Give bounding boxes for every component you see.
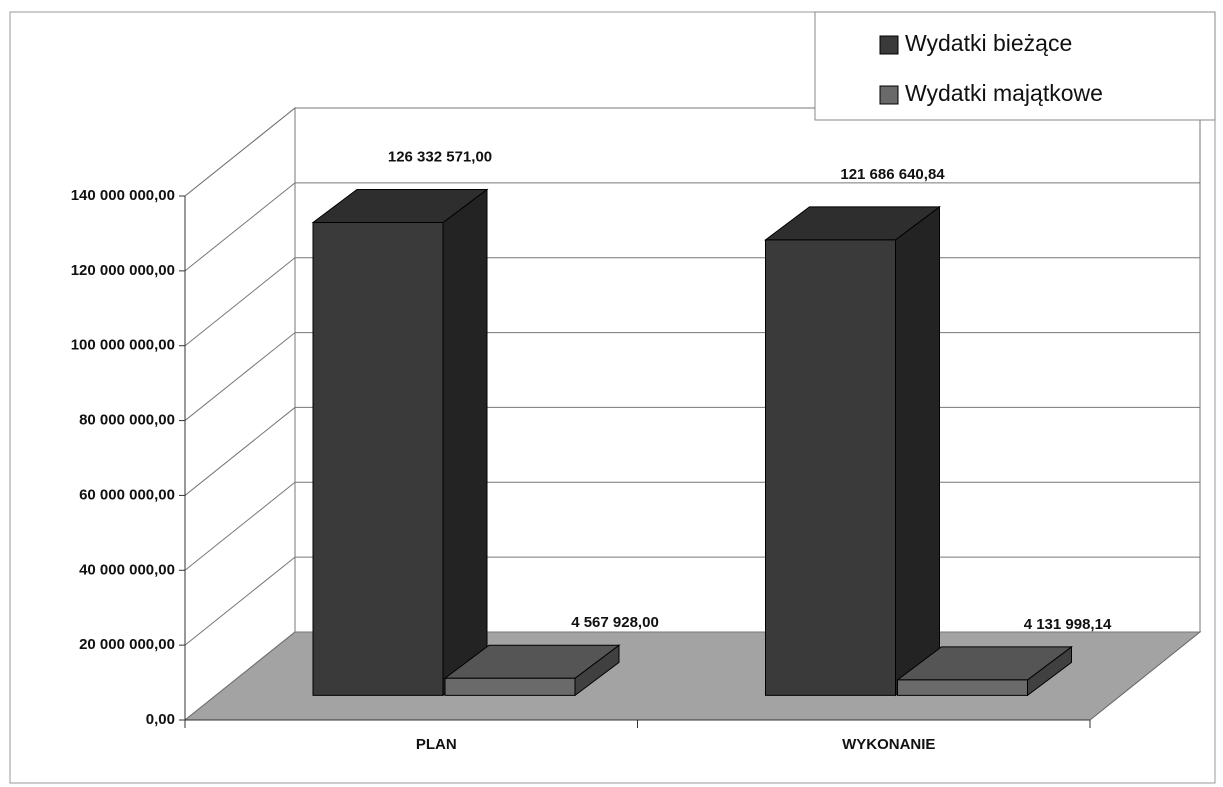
bar-side [895, 205, 940, 697]
bar [311, 188, 489, 697]
legend-swatch [879, 35, 899, 55]
y-tick-label: 120 000 000,00 [71, 262, 175, 279]
grid-line [184, 182, 1200, 272]
value-label: 126 332 571,00 [388, 148, 492, 165]
value-label: 121 686 640,84 [840, 166, 945, 183]
side-wall [184, 106, 296, 722]
bar-front [312, 222, 444, 696]
y-tick-label: 140 000 000,00 [71, 187, 175, 204]
bar [764, 205, 941, 697]
y-tick-label: 60 000 000,00 [79, 486, 175, 503]
y-tick-label: 0,00 [146, 711, 175, 728]
y-tick-label: 40 000 000,00 [79, 561, 175, 578]
bar [443, 644, 621, 697]
legend-label: Wydatki bieżące [905, 30, 1072, 56]
bar-front [765, 239, 896, 696]
bar-front [444, 677, 576, 696]
marks [311, 188, 1073, 697]
value-label: 4 131 998,14 [1024, 616, 1112, 633]
x-tick-label: WYKONANIE [842, 736, 935, 753]
bar-front [897, 679, 1028, 696]
bar [896, 645, 1073, 697]
legend-label: Wydatki majątkowe [905, 80, 1103, 106]
y-tick-label: 100 000 000,00 [71, 337, 175, 354]
bar-side [442, 188, 488, 697]
legend-swatch [879, 85, 899, 105]
plot-walls: 0,00 20 000 000,00 40 000 000,00 60 000 000… [71, 106, 1202, 728]
y-tick-label: 20 000 000,00 [79, 636, 175, 653]
y-tick-label: 80 000 000,00 [79, 412, 175, 429]
x-tick-label: PLAN [416, 736, 457, 753]
value-label: 4 567 928,00 [571, 614, 659, 631]
